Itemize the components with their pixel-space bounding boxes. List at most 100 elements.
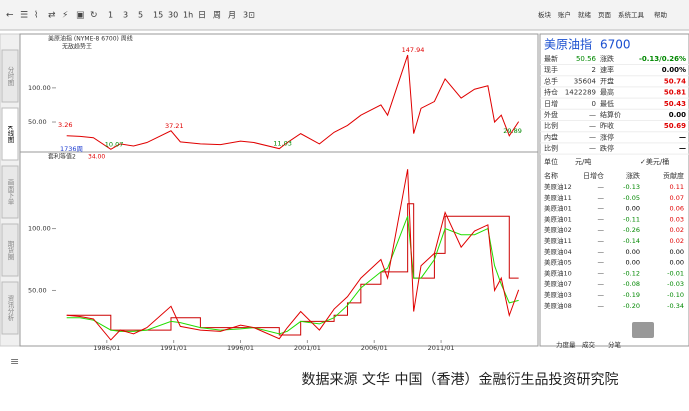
table-cell: 0.03: [670, 215, 684, 223]
field-label: 涨停: [600, 132, 614, 141]
chart-title: 套利等值2: [48, 153, 76, 161]
table-cell: 0.02: [670, 237, 684, 245]
x-tick-label: 2011/01: [428, 344, 455, 352]
table-cell: —: [598, 291, 605, 299]
quote-panel: [539, 33, 689, 347]
table-cell: —: [598, 269, 605, 277]
y-tick-label: 50.00: [28, 118, 47, 126]
field-value: —: [679, 133, 686, 141]
annotation: 29.89: [503, 127, 522, 135]
period-button[interactable]: 3: [123, 11, 128, 20]
period-button[interactable]: 15: [153, 11, 163, 20]
annotation: 11.03: [273, 140, 292, 148]
table-cell: 0.02: [670, 226, 684, 234]
table-cell: 0.11: [670, 183, 684, 191]
field-value: 0.00: [669, 111, 686, 119]
column-header: 日增仓: [583, 171, 604, 180]
field-label: 速率: [600, 65, 614, 74]
field-label: 比例: [544, 121, 558, 130]
menu-item[interactable]: 板块: [538, 10, 552, 19]
caption: 数据来源 文华 中国（香港）金融衍生品投资研究院: [302, 372, 619, 388]
chart-subtitle: 34.00: [88, 154, 105, 161]
table-cell: 美原油03: [544, 290, 572, 299]
bottom-tab[interactable]: 分笔: [608, 340, 622, 349]
side-tab[interactable]: [1, 107, 19, 161]
side-tab[interactable]: [1, 49, 19, 103]
table-cell: -0.12: [623, 269, 640, 277]
unit-option[interactable]: ✓美元/桶: [640, 157, 669, 166]
chart-area: [19, 33, 539, 347]
field-value: 50.81: [664, 89, 686, 97]
table-cell: 美原油07: [544, 279, 572, 288]
bottom-tab[interactable]: 力度量: [556, 340, 576, 349]
toolbar-icon[interactable]: ⌇: [34, 10, 38, 21]
side-tab-label[interactable]: 资讯分析: [6, 294, 14, 323]
side-tab[interactable]: [1, 165, 19, 219]
field-value: 0.00%: [662, 66, 686, 74]
quote-name: 美原油指: [544, 37, 592, 52]
annotation: 37.21: [165, 122, 184, 130]
period-button[interactable]: 1h: [183, 11, 193, 20]
table-cell: —: [598, 215, 605, 223]
period-button[interactable]: 3⊡: [243, 11, 255, 20]
toolbar-icon[interactable]: ☰: [20, 11, 28, 21]
period-button[interactable]: 1: [108, 11, 113, 20]
table-cell: -0.05: [623, 194, 640, 202]
menu-item[interactable]: 系统工具: [618, 10, 645, 19]
toolbar-icon[interactable]: ←: [6, 11, 14, 21]
table-cell: —: [598, 302, 605, 310]
field-value: 1422289: [565, 89, 596, 97]
table-cell: -0.13: [623, 183, 640, 191]
menu-item[interactable]: 就绪: [578, 10, 592, 19]
field-value: 50.56: [576, 55, 597, 63]
table-cell: —: [598, 205, 605, 213]
table-cell: 美原油02: [544, 225, 572, 234]
mail-button[interactable]: [632, 322, 654, 338]
side-tab-label[interactable]: K线图: [6, 125, 14, 143]
period-button[interactable]: 30: [168, 11, 178, 20]
field-label: 结算价: [600, 110, 621, 119]
column-header: 贡献度: [663, 171, 684, 180]
table-cell: —: [598, 259, 605, 267]
side-tab[interactable]: [1, 223, 19, 277]
side-tab-label[interactable]: 分时图: [6, 65, 14, 87]
field-label: 内盘: [544, 132, 558, 141]
table-cell: —: [598, 194, 605, 202]
toolbar-icon[interactable]: ⇄: [48, 11, 56, 21]
table-cell: 美原油01: [544, 204, 572, 213]
period-button[interactable]: 5: [138, 11, 143, 20]
table-cell: 美原油11: [544, 236, 572, 245]
side-tab-label[interactable]: 期货圈: [6, 240, 14, 261]
period-button[interactable]: 周: [213, 11, 221, 20]
annotation: 3.26: [58, 121, 72, 129]
side-tab-label[interactable]: 画面下单: [6, 179, 14, 207]
table-cell: 美原油12: [544, 182, 572, 191]
toolbar-icon[interactable]: ↻: [90, 11, 98, 21]
toolbar-icon[interactable]: ⚡: [62, 11, 68, 21]
y-tick-label: 100.00: [28, 84, 51, 92]
field-value: —: [589, 122, 596, 130]
table-cell: 0.00: [626, 205, 640, 213]
field-label: 现手: [544, 65, 558, 74]
side-tab[interactable]: [1, 281, 19, 335]
field-value: 35604: [574, 77, 597, 85]
table-cell: 0.00: [626, 248, 640, 256]
table-cell: —: [598, 280, 605, 288]
bottom-tab[interactable]: 成交: [582, 340, 596, 349]
table-cell: 美原油08: [544, 301, 572, 310]
field-label: 最新: [544, 54, 558, 63]
menu-icon[interactable]: ≡: [10, 355, 19, 368]
period-button[interactable]: 月: [228, 11, 236, 20]
toolbar-icon[interactable]: ▣: [76, 11, 85, 21]
menu-item[interactable]: 帮助: [654, 10, 668, 19]
menu-item[interactable]: 页面: [598, 11, 612, 19]
table-cell: 0.00: [670, 248, 684, 256]
period-button[interactable]: 日: [198, 11, 206, 20]
table-cell: 0.00: [670, 259, 684, 267]
field-label: 最低: [600, 99, 614, 108]
menu-item[interactable]: 账户: [558, 10, 571, 19]
field-label: 昨收: [600, 121, 614, 130]
table-cell: —: [598, 248, 605, 256]
unit-option[interactable]: 元/吨: [575, 157, 591, 166]
